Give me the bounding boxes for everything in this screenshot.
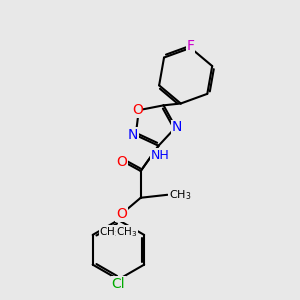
Text: CH$_3$: CH$_3$ (99, 225, 120, 239)
Text: NH: NH (151, 149, 169, 162)
Text: O: O (116, 207, 127, 221)
Text: Cl: Cl (112, 277, 125, 291)
Text: O: O (116, 155, 127, 169)
Text: CH$_3$: CH$_3$ (116, 225, 138, 239)
Text: CH$_3$: CH$_3$ (169, 188, 191, 202)
Text: N: N (172, 120, 182, 134)
Text: F: F (187, 39, 195, 53)
Text: O: O (132, 103, 143, 117)
Text: N: N (128, 128, 138, 142)
